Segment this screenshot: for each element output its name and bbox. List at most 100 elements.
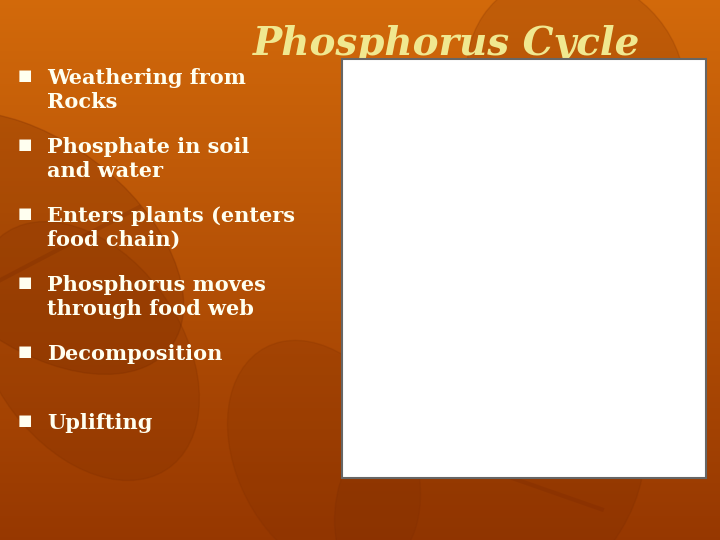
Ellipse shape xyxy=(335,344,644,540)
Bar xyxy=(0,38,720,40)
Bar xyxy=(0,105,720,108)
Bar xyxy=(0,254,720,256)
Bar xyxy=(0,135,720,138)
Text: Decomposition: Decomposition xyxy=(47,344,222,364)
Bar xyxy=(0,383,720,386)
Bar xyxy=(0,370,720,373)
Bar xyxy=(0,3,720,5)
Text: Phosphorus Cycle: Phosphorus Cycle xyxy=(253,24,640,63)
Text: Uplifting: Uplifting xyxy=(47,413,152,433)
Text: ■: ■ xyxy=(18,344,32,359)
Bar xyxy=(0,94,720,97)
Bar xyxy=(0,394,720,397)
Bar xyxy=(0,22,720,24)
Bar xyxy=(0,235,720,238)
Bar xyxy=(0,513,720,516)
Bar xyxy=(0,510,720,513)
Ellipse shape xyxy=(228,340,420,540)
Ellipse shape xyxy=(0,112,184,374)
Bar xyxy=(0,329,720,332)
Bar xyxy=(0,143,720,146)
Bar xyxy=(0,8,720,11)
Bar xyxy=(0,278,720,281)
Bar xyxy=(0,378,720,381)
Text: ■: ■ xyxy=(18,413,32,428)
Bar xyxy=(0,59,720,62)
Bar xyxy=(0,305,720,308)
Bar xyxy=(0,364,720,367)
Bar xyxy=(0,170,720,173)
Bar xyxy=(0,86,720,89)
Bar xyxy=(0,440,720,443)
Bar xyxy=(0,416,720,418)
Bar xyxy=(0,451,720,454)
Bar xyxy=(0,0,720,3)
Bar xyxy=(0,40,720,43)
Bar xyxy=(0,464,720,467)
Bar xyxy=(0,157,720,159)
Bar xyxy=(0,240,720,243)
Bar xyxy=(0,54,720,57)
Bar xyxy=(0,275,720,278)
Bar xyxy=(0,308,720,310)
Bar xyxy=(0,508,720,510)
Bar xyxy=(0,483,720,486)
Bar xyxy=(0,526,720,529)
Bar xyxy=(0,227,720,229)
Bar xyxy=(0,529,720,532)
Bar xyxy=(0,332,720,335)
Bar xyxy=(0,367,720,370)
Bar xyxy=(0,213,720,216)
Bar xyxy=(0,348,720,351)
Bar xyxy=(0,238,720,240)
Bar xyxy=(0,267,720,270)
Bar xyxy=(0,386,720,389)
Text: ■: ■ xyxy=(18,68,32,83)
Bar xyxy=(0,346,720,348)
Bar xyxy=(0,205,720,208)
Bar xyxy=(0,410,720,413)
Ellipse shape xyxy=(0,221,199,481)
Bar xyxy=(0,424,720,427)
Bar xyxy=(0,186,720,189)
Bar xyxy=(0,162,720,165)
Bar xyxy=(0,100,720,103)
Bar xyxy=(0,89,720,92)
Bar xyxy=(0,113,720,116)
Bar xyxy=(0,81,720,84)
Bar xyxy=(0,140,720,143)
Bar xyxy=(0,437,720,440)
Bar xyxy=(0,505,720,508)
Bar xyxy=(0,194,720,197)
Bar xyxy=(0,208,720,211)
Bar xyxy=(0,456,720,459)
Bar xyxy=(0,405,720,408)
Bar xyxy=(0,486,720,489)
Bar xyxy=(0,248,720,251)
Bar xyxy=(0,11,720,14)
Bar xyxy=(0,402,720,405)
Bar xyxy=(0,127,720,130)
Bar xyxy=(0,259,720,262)
Bar xyxy=(0,68,720,70)
Bar xyxy=(0,281,720,284)
Bar xyxy=(0,421,720,424)
Bar xyxy=(0,108,720,111)
Bar xyxy=(0,219,720,221)
Bar xyxy=(0,273,720,275)
Bar xyxy=(0,251,720,254)
Bar xyxy=(0,51,720,54)
Bar xyxy=(0,532,720,535)
Bar xyxy=(0,256,720,259)
Bar xyxy=(0,408,720,410)
Bar xyxy=(0,192,720,194)
Bar xyxy=(0,319,720,321)
Bar xyxy=(0,297,720,300)
Bar xyxy=(0,400,720,402)
Bar xyxy=(0,429,720,432)
Text: ■: ■ xyxy=(18,137,32,152)
Text: Enters plants (enters
food chain): Enters plants (enters food chain) xyxy=(47,206,294,249)
Bar xyxy=(0,537,720,540)
Bar xyxy=(0,243,720,246)
Bar xyxy=(0,70,720,73)
